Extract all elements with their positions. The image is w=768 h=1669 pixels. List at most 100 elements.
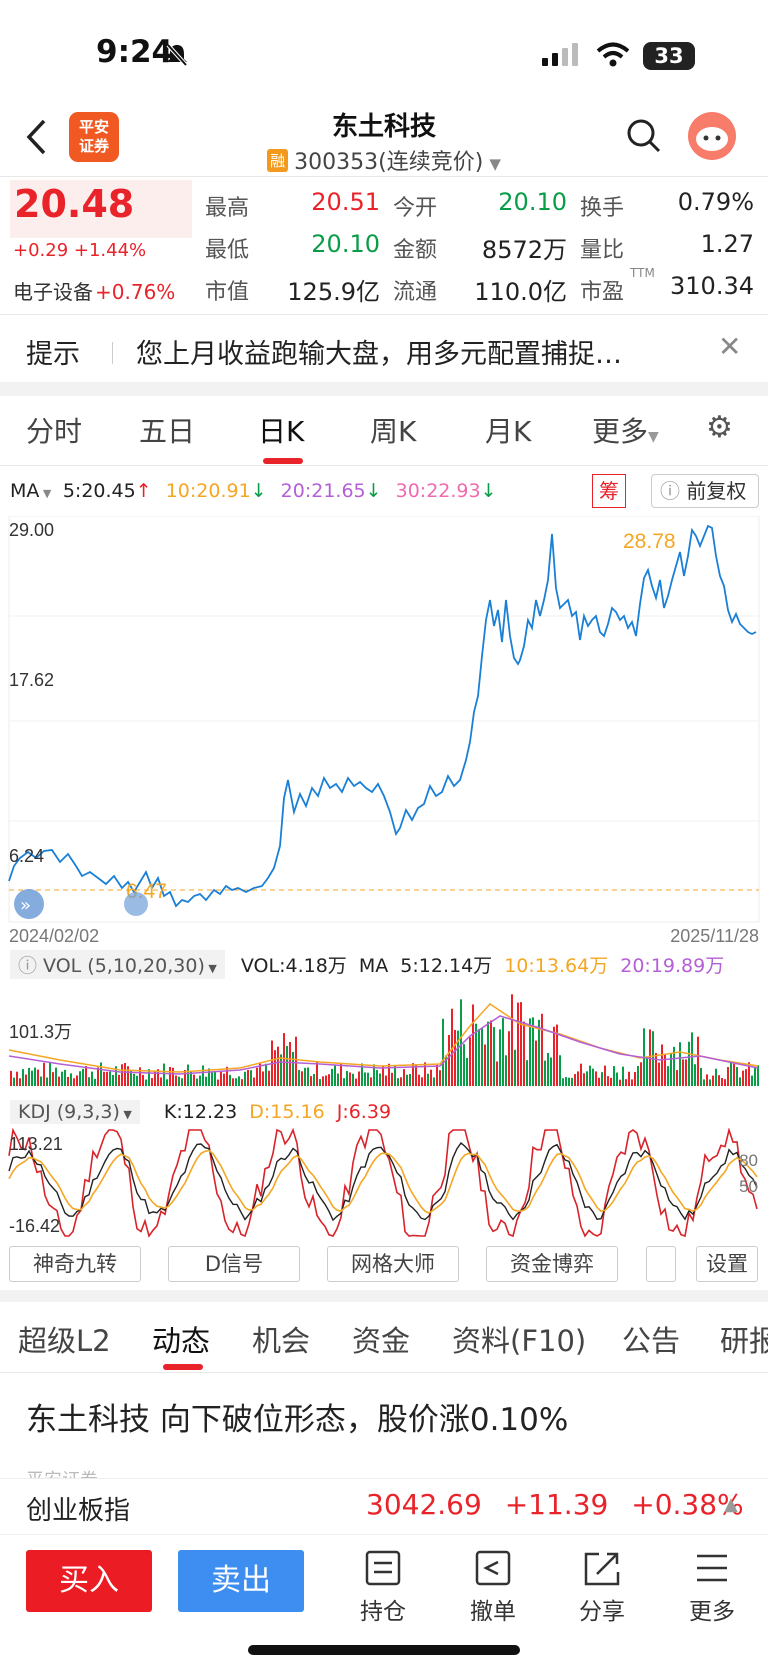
share-button[interactable]: 分享 <box>567 1548 637 1626</box>
tab-intraday[interactable]: 分时 <box>26 415 83 448</box>
volume-bar <box>583 1073 585 1086</box>
kdj-d-value: D:15.16 <box>249 1101 325 1123</box>
indicator-button-nine-turns[interactable]: 神奇九转 <box>9 1246 141 1282</box>
tab-five-day[interactable]: 五日 <box>139 415 196 448</box>
kdj-indicator-selector[interactable]: KDJ (9,3,3) ▼ <box>10 1100 140 1124</box>
positions-button[interactable]: 持仓 <box>348 1548 418 1626</box>
kdj-legend[interactable]: KDJ (9,3,3) ▼ K:12.23 D:15.16 J:6.39 <box>10 1100 391 1124</box>
volume-bar <box>421 1077 423 1086</box>
tab-more[interactable]: 更多▼ <box>592 410 659 450</box>
price-chart[interactable]: 29.00 17.62 6.24 28.78 6.47 » 2024/02/02… <box>0 516 768 946</box>
volume-bar <box>136 1075 138 1086</box>
price-highlight <box>10 180 192 238</box>
divider <box>0 176 768 177</box>
share-icon <box>584 1552 620 1586</box>
volume-bar <box>46 1077 48 1086</box>
section-gap <box>0 1290 768 1302</box>
volume-bar <box>94 1078 96 1086</box>
volume-bar <box>205 1076 207 1086</box>
indicator-button-grid-master[interactable]: 网格大师 <box>327 1246 459 1282</box>
volume-bar <box>469 1037 471 1086</box>
assistant-avatar[interactable] <box>688 112 736 160</box>
tip-message[interactable]: 您上月收益跑输大盘，用多元配置捕捉… <box>136 339 622 370</box>
tab-opportunity[interactable]: 机会 <box>252 1324 311 1358</box>
news-headline[interactable]: 东土科技 向下破位形态，股价涨0.10% <box>26 1402 569 1438</box>
volume-bar <box>337 1073 339 1086</box>
search-icon[interactable] <box>626 118 662 154</box>
stock-code-selector[interactable]: 融 300353(连续竞价) ▼ <box>0 144 768 176</box>
chip-distribution-button[interactable]: 筹 <box>592 474 626 508</box>
volume-bar <box>721 1078 723 1086</box>
volume-bar <box>49 1062 51 1086</box>
volume-bar <box>622 1066 624 1086</box>
ma-legend[interactable]: MA ▼ 5:20.45↑ 10:20.91↓ 20:21.65↓ 30:22.… <box>10 480 497 502</box>
volume-bar <box>385 1075 387 1086</box>
volume-bar <box>442 1018 444 1086</box>
volume-legend[interactable]: ⓘ VOL (5,10,20,30) ▼ VOL:4.18万 MA 5:12.1… <box>10 950 724 979</box>
buy-button[interactable]: 买入 <box>26 1550 152 1612</box>
volume-bar <box>631 1079 633 1086</box>
tab-monthly-k[interactable]: 月K <box>485 415 532 448</box>
indicator-button-capital-game[interactable]: 资金博弈 <box>486 1246 618 1282</box>
tab-level2[interactable]: 超级L2 <box>18 1324 111 1358</box>
chevron-down-icon: ▼ <box>648 429 659 445</box>
volume-bar <box>394 1065 396 1086</box>
more-button[interactable]: 更多 <box>677 1548 747 1626</box>
ma-label: MA <box>10 480 40 502</box>
cancel-order-button[interactable]: 撤单 <box>458 1548 528 1626</box>
indicator-button-d-signal[interactable]: D信号 <box>168 1246 300 1282</box>
volume-bar <box>307 1067 309 1086</box>
volume-bar <box>499 1029 501 1086</box>
volume-indicator-selector[interactable]: ⓘ VOL (5,10,20,30) ▼ <box>10 950 225 979</box>
gear-icon[interactable]: ⚙ <box>706 410 733 445</box>
chevron-down-icon: ▼ <box>39 487 55 500</box>
logo-text-bottom: 证券 <box>78 137 109 155</box>
volume-bar <box>316 1062 318 1086</box>
index-ticker[interactable] <box>0 1478 768 1534</box>
volume-bar <box>592 1068 594 1086</box>
volume-bar <box>28 1067 30 1086</box>
sell-button[interactable]: 卖出 <box>178 1550 304 1612</box>
tab-dynamics[interactable]: 动态 <box>152 1324 211 1358</box>
event-marker-icon[interactable] <box>124 892 148 916</box>
tab-announcements[interactable]: 公告 <box>622 1324 681 1358</box>
volume-bar <box>439 1070 441 1086</box>
up-arrow-icon: ↑ <box>135 480 152 502</box>
adjustment-button[interactable]: ⓘ 前复权 <box>651 474 759 508</box>
kdj-k-value: K:12.23 <box>163 1101 238 1123</box>
tab-research[interactable]: 研报 <box>720 1324 768 1358</box>
tab-f10[interactable]: 资料(F10) <box>452 1324 587 1358</box>
volume-bar <box>127 1066 129 1086</box>
volume-bar <box>331 1068 333 1086</box>
expand-up-icon[interactable]: ▲ <box>724 1494 738 1515</box>
volume-bar <box>628 1071 630 1086</box>
indicator-settings-button[interactable]: 设置 <box>696 1246 758 1282</box>
menu-icon <box>697 1554 727 1582</box>
volume-bar <box>430 1069 432 1086</box>
date-end-label: 2025/11/28 <box>670 926 759 946</box>
indicator-button-partial[interactable] <box>646 1246 676 1282</box>
volume-bar <box>214 1071 216 1086</box>
volume-bar <box>415 1065 417 1086</box>
tab-daily-k[interactable]: 日K <box>258 415 305 448</box>
volume-bar <box>268 1070 270 1086</box>
volume-bar <box>58 1076 60 1086</box>
volume-chart[interactable]: 101.3万 <box>0 976 768 1088</box>
volume-bar <box>247 1069 249 1086</box>
volume-bar <box>715 1068 717 1086</box>
y-axis-mid-label: 17.62 <box>9 670 54 690</box>
sector-link[interactable]: 电子设备 +0.76% <box>13 276 175 305</box>
collapse-arrow-icon[interactable] <box>14 889 44 919</box>
volume-bar <box>181 1078 183 1086</box>
volume-bar <box>169 1066 171 1086</box>
kdj-level-50: 50 <box>739 1177 758 1196</box>
back-arrow-icon[interactable] <box>24 118 48 156</box>
kdj-chart[interactable]: 113.21 -16.42 80 50 <box>0 1128 768 1238</box>
tab-capital[interactable]: 资金 <box>352 1324 411 1358</box>
volume-bar <box>427 1073 429 1086</box>
tab-weekly-k[interactable]: 周K <box>370 415 417 448</box>
close-icon[interactable]: ✕ <box>718 330 742 363</box>
volume-bar <box>742 1070 744 1086</box>
volume-bar <box>757 1065 759 1086</box>
volume-bar <box>373 1064 375 1086</box>
